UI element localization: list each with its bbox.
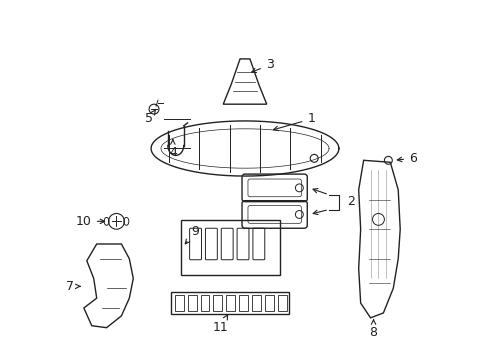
Text: 2: 2 [346,195,354,208]
Text: 4: 4 [168,140,176,159]
Text: 8: 8 [369,320,377,339]
Bar [170,292,289,314]
Bar [239,295,247,311]
Bar [181,220,279,275]
Bar [277,295,286,311]
Bar [226,295,235,311]
Text: 11: 11 [212,315,228,334]
Bar [200,295,209,311]
Text: 5: 5 [145,109,155,125]
Text: 7: 7 [66,280,80,293]
Text: 6: 6 [396,152,416,165]
Text: 1: 1 [273,112,315,131]
Text: 9: 9 [185,225,199,244]
Bar [251,295,260,311]
Bar [264,295,273,311]
Bar [213,295,222,311]
Bar [174,295,183,311]
Text: 10: 10 [76,215,104,228]
Bar [187,295,196,311]
Text: 3: 3 [251,58,273,72]
